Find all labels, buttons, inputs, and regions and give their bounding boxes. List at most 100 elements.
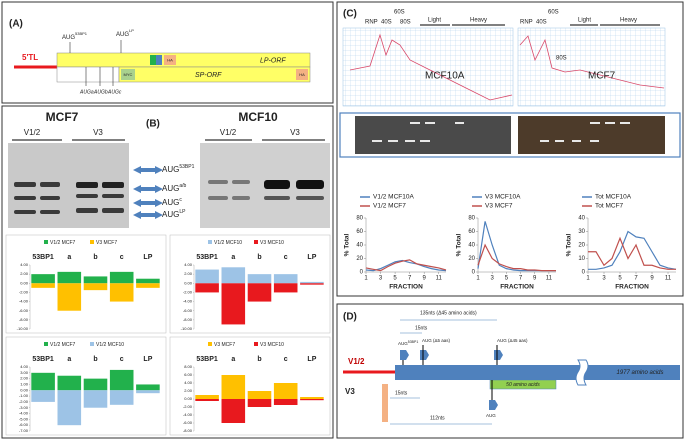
y-tick-label: 60 (356, 229, 363, 235)
x-tick-label: LP (143, 254, 152, 261)
marker (382, 384, 388, 422)
y-tick-label: -1.00 (19, 393, 29, 398)
bar (221, 283, 246, 325)
profile-label: Light (578, 18, 591, 24)
bar (273, 283, 298, 293)
legend-swatch (44, 240, 48, 244)
profile-label: 80S (400, 20, 411, 26)
y-tick-label: -10.00 (181, 326, 193, 331)
bar (247, 283, 272, 302)
bar (300, 399, 324, 401)
legend-label: V1/2 MCF7 (50, 240, 76, 246)
x-tick-label: 11 (546, 276, 553, 282)
bar (31, 372, 55, 391)
profile-label: 60S (394, 10, 405, 16)
legend-label: V3 MCF10A (485, 194, 521, 201)
y-tick-label: 4.00 (184, 380, 193, 385)
y-tick-label: 8.00 (184, 364, 193, 369)
region (489, 379, 557, 390)
series-line (588, 236, 676, 270)
legend-label: V1/2 MCF7 (373, 203, 406, 210)
y-tick-label: 20 (468, 256, 475, 262)
y-tick-label: 3.00 (20, 370, 29, 375)
legend-label: V1/2 MCF10 (214, 240, 242, 246)
y-tick-label: -6.00 (19, 422, 29, 427)
y-tick-label: -2.00 (19, 289, 29, 294)
legend-label: V3 MCF10 (260, 240, 284, 246)
y-tick-label: 2.00 (20, 271, 29, 276)
series-line (588, 230, 677, 270)
x-tick-label: a (67, 356, 71, 363)
x-tick-label: 3 (379, 276, 383, 282)
x-tick-label: 5 (618, 276, 622, 282)
y-tick-label: -8.00 (19, 317, 29, 322)
y-tick-label: -8.00 (183, 317, 193, 322)
bar (83, 283, 108, 291)
break (575, 359, 589, 386)
bar (247, 399, 272, 407)
bar (273, 383, 298, 399)
panel-a-frame (1, 1, 334, 104)
y-tick-label: -5.00 (19, 416, 29, 421)
x-tick-label: c (120, 356, 124, 363)
profile-trace (519, 35, 665, 89)
legend-label: V1/2 MCF7 (50, 342, 76, 348)
ha-label: HA (299, 72, 305, 77)
panel-label: (C) (343, 9, 357, 20)
aug-label: AUG (486, 413, 496, 418)
gel (355, 116, 511, 154)
y-tick-label: -6.00 (183, 420, 193, 425)
lane-label: V1/2 (220, 128, 237, 137)
y-tick-label: -2.00 (19, 399, 29, 404)
profile-image (342, 27, 514, 107)
profile-trace (349, 33, 513, 101)
myc-label: MYC (124, 72, 133, 77)
panel-label: (A) (9, 19, 23, 30)
x-tick-label: 7 (634, 276, 638, 282)
profile-label: Light (428, 18, 441, 24)
legend-swatch (254, 342, 258, 346)
series-line (477, 243, 556, 272)
bar (221, 375, 246, 399)
profile-label: 40S (536, 20, 547, 26)
profile-label: RNP (520, 20, 533, 26)
bar (31, 283, 55, 288)
ha-tag (296, 69, 308, 80)
x-tick-label: LP (307, 356, 316, 363)
x-tick-label: 9 (533, 276, 537, 282)
y-tick-label: -10.00 (17, 326, 29, 331)
cell-line: MCF7 (46, 110, 79, 124)
y-axis-label: % Total (344, 233, 351, 256)
y-tick-label: 2.00 (184, 271, 193, 276)
region (56, 66, 120, 83)
x-tick-label: 11 (665, 276, 672, 282)
x-tick-label: 53BP1 (32, 254, 54, 261)
bar (57, 283, 82, 311)
y-tick-label: -2.00 (183, 289, 193, 294)
bar (83, 378, 108, 391)
x-tick-label: LP (307, 254, 316, 261)
region-label: 1977 amino acids (616, 370, 663, 376)
bar (300, 281, 324, 284)
x-tick-label: c (284, 356, 288, 363)
bar (109, 369, 134, 391)
y-tick-label: 4.00 (184, 262, 193, 267)
bar (300, 397, 324, 399)
bar (247, 391, 272, 399)
y-tick-label: 20 (356, 256, 363, 262)
y-tick-label: 0.00 (184, 280, 193, 285)
x-tick-label: 9 (650, 276, 654, 282)
legend-label: V3 MCF7 (485, 203, 513, 210)
x-tick-label: c (120, 254, 124, 261)
y-tick-label: 6.00 (184, 372, 193, 377)
aug-label: AUGLP (116, 28, 134, 38)
lane-label: V1/2 (24, 128, 41, 137)
bar (57, 271, 82, 284)
bar (109, 271, 134, 284)
x-tick-label: a (231, 254, 235, 261)
y-tick-label: 0.00 (20, 387, 29, 392)
x-tick-label: 9 (423, 276, 427, 282)
variant-label: V3 (345, 387, 355, 396)
y-tick-label: 10 (578, 256, 585, 262)
profile-name: MCF10A (425, 71, 465, 82)
